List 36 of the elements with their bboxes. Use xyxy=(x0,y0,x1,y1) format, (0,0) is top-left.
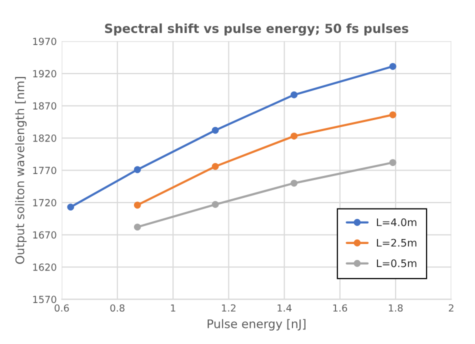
y-tick-label: 1720 xyxy=(33,199,56,206)
y-tick-label: 1570 xyxy=(33,296,56,304)
point xyxy=(212,200,219,208)
point xyxy=(212,162,219,170)
point xyxy=(290,91,298,98)
point xyxy=(67,204,74,211)
x-tick-label: 1.8 xyxy=(388,304,403,312)
point xyxy=(389,159,396,166)
y-tick-label: 1670 xyxy=(33,231,56,239)
x-tick-label: 1.4 xyxy=(278,304,292,312)
x-tick-label: 1.2 xyxy=(222,304,236,312)
legend-label: L=4.0m xyxy=(376,218,416,226)
point xyxy=(389,111,396,118)
point xyxy=(134,224,141,231)
point xyxy=(212,126,219,134)
x-tick-label: 0.6 xyxy=(54,304,69,312)
x-tick-label: 2 xyxy=(448,304,454,312)
point xyxy=(134,202,141,209)
x-tick-label: 0.8 xyxy=(110,304,124,312)
x-axis-title: Pulse energy [nJ] xyxy=(208,319,306,331)
y-tick-label: 1970 xyxy=(33,38,56,46)
x-tick-label: 1 xyxy=(171,304,176,312)
point xyxy=(290,180,298,187)
point xyxy=(134,166,141,174)
x-tick-label: 1.6 xyxy=(333,304,348,312)
chart-title: Spectral shift vs pulse energy; 50 fs pulses xyxy=(105,23,408,36)
point xyxy=(290,132,298,140)
legend-label: L=0.5m xyxy=(376,259,416,268)
y-tick-label: 1770 xyxy=(33,166,56,174)
legend-label: L=2.5m xyxy=(376,238,416,247)
y-tick-label: 1920 xyxy=(33,70,56,78)
y-axis-title: Output soliton wavelength [nm] xyxy=(15,77,27,264)
point xyxy=(389,62,396,70)
y-tick-label: 1870 xyxy=(33,102,56,110)
y-tick-label: 1620 xyxy=(33,264,56,271)
y-tick-label: 1820 xyxy=(33,134,56,142)
